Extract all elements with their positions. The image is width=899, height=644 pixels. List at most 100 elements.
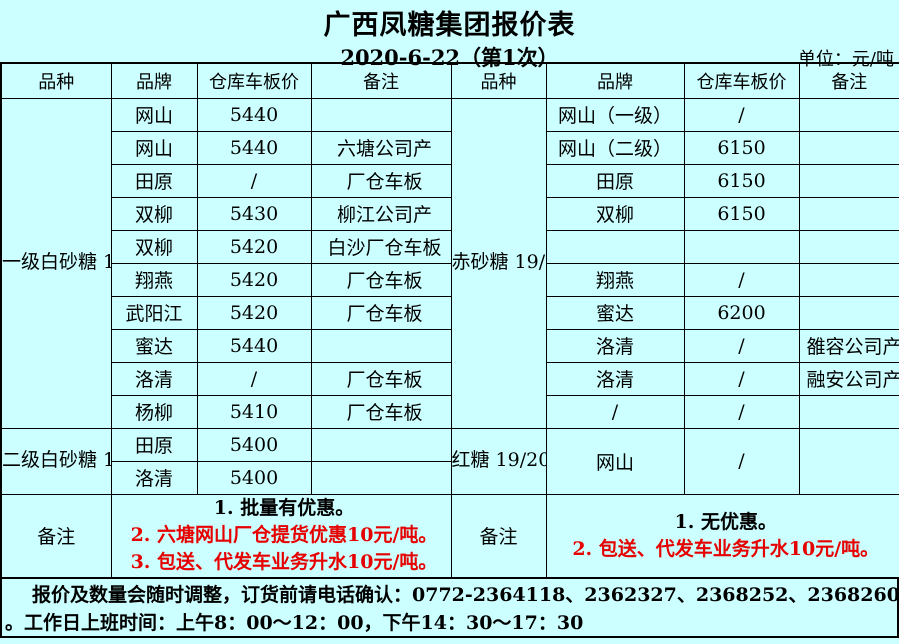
brand-cell: 杨柳 [110,394,198,429]
remark-cell [798,130,899,165]
remark-cell: 厂仓车板 [310,295,452,330]
note-line: 1. 批量有优惠。 [213,497,355,520]
price-cell: 5400 [196,460,312,495]
note-line: 2. 六塘网山厂仓提货优惠10元/吨。 [130,524,438,547]
footer-line-1: 报价及数量会随时调整，订货前请电话确认：0772-2364118、2362327… [32,584,899,606]
price-cell: 5440 [196,130,312,165]
title-area: 广西凤糖集团报价表 2020-6-22（第1次） 单位：元/吨 [0,0,899,70]
note-line: 1. 无优惠。 [674,510,777,533]
table-row: 洛清 5400 [1,460,899,495]
col-header-variety-left: 品种 [0,62,112,99]
remark-cell [798,196,899,231]
page-title: 广西凤糖集团报价表 [323,10,576,41]
remark-cell [310,97,452,132]
remark-cell [798,295,899,330]
remark-cell [798,163,899,198]
brand-cell [545,229,685,264]
brand-cell: 洛清 [545,361,685,396]
remark-cell: 厂仓车板 [310,262,452,297]
brand-cell: 双柳 [110,229,198,264]
brand-cell: 网山（一级） [545,97,685,132]
note-line: 2. 包送、代发车业务升水10元/吨。 [572,537,880,560]
remark-cell [798,427,899,495]
brand-cell: 翔燕 [110,262,198,297]
col-header-remark-left: 备注 [310,62,452,99]
table-row: 二级白砂糖 19/20榨季 田原 5400 红糖 19/20榨季 网山 / [0,427,899,495]
remark-cell [310,460,452,495]
price-cell: 5440 [196,97,312,132]
col-header-price-right: 仓库车板价 [683,62,800,99]
price-table: 品种 品牌 仓库车板价 备注 品种 品牌 仓库车板价 备注 一级白砂糖 19/2… [0,62,899,579]
table-row: 双柳 5430 柳江公司产 双柳 6150 [1,196,899,231]
brand-cell: 田原 [110,163,198,198]
table-row: 杨柳 5410 厂仓车板 / / [1,394,899,429]
notes-cell-left: 1. 批量有优惠。 2. 六塘网山厂仓提货优惠10元/吨。 3. 包送、代发车业… [110,493,452,579]
price-cell: / [683,394,800,429]
remark-cell: 厂仓车板 [310,361,452,396]
brand-cell: 蜜达 [545,295,685,330]
table-row: 双柳 5420 白沙厂仓车板 [1,229,899,264]
brand-cell: 网山 [110,130,198,165]
price-cell: 6150 [683,163,800,198]
notes-label-right: 备注 [450,493,547,579]
remark-cell: 融安公司产 [798,361,899,396]
brand-cell: 武阳江 [110,295,198,330]
remark-cell [798,229,899,264]
brand-cell: 网山（二级） [545,130,685,165]
subtitle-row: 2020-6-22（第1次） 单位：元/吨 [0,42,899,72]
price-cell: 5410 [196,394,312,429]
remark-cell: 厂仓车板 [310,394,452,429]
notes-row: 备注 1. 批量有优惠。 2. 六塘网山厂仓提货优惠10元/吨。 3. 包送、代… [0,493,899,579]
price-cell: / [683,427,800,495]
price-cell: / [683,97,800,132]
table-row: 蜜达 5440 洛清 / 雒容公司产 [1,328,899,363]
price-cell: / [683,361,800,396]
brand-cell: 双柳 [545,196,685,231]
remark-cell [798,97,899,132]
col-header-brand-left: 品牌 [110,62,198,99]
remark-cell: 厂仓车板 [310,163,452,198]
price-cell: 6150 [683,196,800,231]
brand-cell: 洛清 [110,361,198,396]
table-row: 田原 / 厂仓车板 田原 6150 [1,163,899,198]
brand-cell: 田原 [545,163,685,198]
table-row: 翔燕 5420 厂仓车板 翔燕 / [1,262,899,297]
price-cell: 5420 [196,295,312,330]
remark-cell: 雒容公司产 [798,328,899,363]
brand-cell: 网山 [110,97,198,132]
price-cell: 6150 [683,130,800,165]
notes-cell-right: 1. 无优惠。 2. 包送、代发车业务升水10元/吨。 [545,493,899,579]
footer-line-2: 。工作日上班时间：上午8：00～12：00，下午14：30～17：30 [5,612,584,634]
remark-cell [798,394,899,429]
brand-cell: 洛清 [545,328,685,363]
note-line: 3. 包送、代发车业务升水10元/吨。 [130,551,438,574]
table-header-row: 品种 品牌 仓库车板价 备注 品种 品牌 仓库车板价 备注 [0,62,899,99]
notes-label-left: 备注 [0,493,112,579]
table-row: 洛清 / 厂仓车板 洛清 / 融安公司产 [1,361,899,396]
variety-cell-brown-sugar: 赤砂糖 19/20榨季 [450,97,547,429]
footer-note-box: 报价及数量会随时调整，订货前请电话确认：0772-2364118、2362327… [0,577,899,638]
price-cell: 5400 [196,427,312,462]
price-cell: 6200 [683,295,800,330]
price-cell: 5440 [196,328,312,363]
remark-cell: 六塘公司产 [310,130,452,165]
price-cell: / [683,262,800,297]
remark-cell: 白沙厂仓车板 [310,229,452,264]
price-cell: / [683,328,800,363]
col-header-remark-right: 备注 [798,62,899,99]
price-cell: / [196,361,312,396]
brand-cell: / [545,394,685,429]
brand-cell: 洛清 [110,460,198,495]
brand-cell: 蜜达 [110,328,198,363]
table-row: 武阳江 5420 厂仓车板 蜜达 6200 [1,295,899,330]
remark-cell [310,427,452,462]
brand-cell: 田原 [110,427,198,462]
price-cell: / [196,163,312,198]
variety-cell-red-sugar: 红糖 19/20榨季 [450,427,547,495]
price-cell [683,229,800,264]
variety-cell-grade2-white-sugar: 二级白砂糖 19/20榨季 [0,427,112,495]
brand-cell: 网山 [545,427,685,495]
variety-cell-grade1-white-sugar: 一级白砂糖 19/20榨季 [0,97,112,429]
brand-cell: 双柳 [110,196,198,231]
